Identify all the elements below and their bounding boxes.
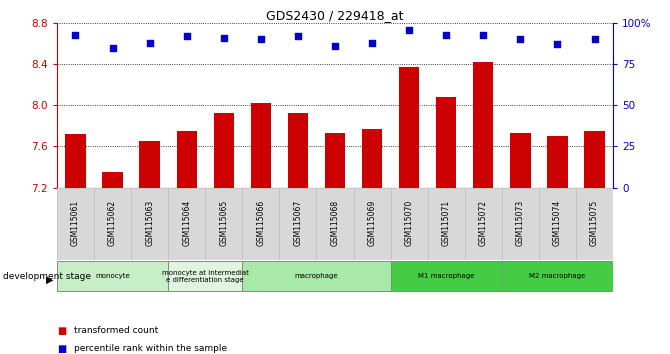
Bar — [131, 188, 168, 260]
Text: GSM115061: GSM115061 — [71, 199, 80, 246]
Text: GSM115069: GSM115069 — [368, 199, 377, 246]
Text: ▶: ▶ — [46, 275, 54, 285]
Text: ■: ■ — [57, 326, 66, 336]
Text: GSM115073: GSM115073 — [516, 199, 525, 246]
Bar — [139, 141, 160, 188]
Bar — [176, 131, 197, 188]
Bar — [57, 188, 94, 260]
Text: GSM115063: GSM115063 — [145, 199, 154, 246]
Bar — [510, 133, 531, 188]
Point — [107, 45, 118, 51]
Bar — [251, 103, 271, 188]
Bar — [243, 188, 279, 260]
Bar — [399, 67, 419, 188]
Bar — [362, 129, 383, 188]
Point — [330, 43, 340, 49]
Bar — [325, 133, 345, 188]
Text: GDS2430 / 229418_at: GDS2430 / 229418_at — [266, 9, 404, 22]
Bar — [316, 188, 354, 260]
Bar — [502, 188, 539, 260]
Bar — [391, 261, 502, 291]
Point — [70, 32, 81, 38]
Text: percentile rank within the sample: percentile rank within the sample — [74, 344, 227, 353]
Bar — [168, 188, 205, 260]
Bar — [279, 188, 316, 260]
Point — [255, 37, 266, 42]
Point — [182, 33, 192, 39]
Text: GSM115064: GSM115064 — [182, 199, 191, 246]
Point — [552, 41, 563, 47]
Point — [515, 37, 526, 42]
Point — [218, 35, 229, 41]
Bar — [287, 113, 308, 188]
Text: GSM115075: GSM115075 — [590, 199, 599, 246]
Point — [366, 40, 377, 46]
Bar — [547, 136, 567, 188]
Text: GSM115066: GSM115066 — [257, 199, 265, 246]
Bar — [243, 261, 391, 291]
Bar — [103, 172, 123, 188]
Bar — [465, 188, 502, 260]
Point — [589, 37, 600, 42]
Text: macrophage: macrophage — [295, 273, 338, 279]
Text: GSM115072: GSM115072 — [479, 199, 488, 246]
Bar — [214, 113, 234, 188]
Text: M1 macrophage: M1 macrophage — [418, 273, 474, 279]
Point — [478, 32, 488, 38]
Bar — [436, 97, 456, 188]
Bar — [576, 188, 613, 260]
Text: GSM115068: GSM115068 — [330, 199, 340, 246]
Bar — [65, 134, 86, 188]
Text: transformed count: transformed count — [74, 326, 158, 336]
Bar — [427, 188, 465, 260]
Text: GSM115071: GSM115071 — [442, 199, 451, 246]
Text: monocyte at intermediat
e differentiation stage: monocyte at intermediat e differentiatio… — [162, 270, 249, 282]
Bar — [354, 188, 391, 260]
Text: GSM115070: GSM115070 — [405, 199, 413, 246]
Text: GSM115062: GSM115062 — [108, 199, 117, 246]
Text: GSM115074: GSM115074 — [553, 199, 562, 246]
Bar — [584, 131, 605, 188]
Text: GSM115067: GSM115067 — [293, 199, 302, 246]
Point — [144, 40, 155, 46]
Text: M2 macrophage: M2 macrophage — [529, 273, 586, 279]
Bar — [57, 261, 168, 291]
Bar — [473, 62, 494, 188]
Bar — [205, 188, 243, 260]
Bar — [94, 188, 131, 260]
Point — [441, 32, 452, 38]
Bar — [391, 188, 427, 260]
Text: development stage: development stage — [3, 272, 91, 281]
Text: ■: ■ — [57, 344, 66, 354]
Bar — [168, 261, 243, 291]
Bar — [502, 261, 613, 291]
Text: GSM115065: GSM115065 — [219, 199, 228, 246]
Bar — [539, 188, 576, 260]
Text: monocyte: monocyte — [95, 273, 130, 279]
Point — [293, 33, 304, 39]
Point — [404, 27, 415, 33]
